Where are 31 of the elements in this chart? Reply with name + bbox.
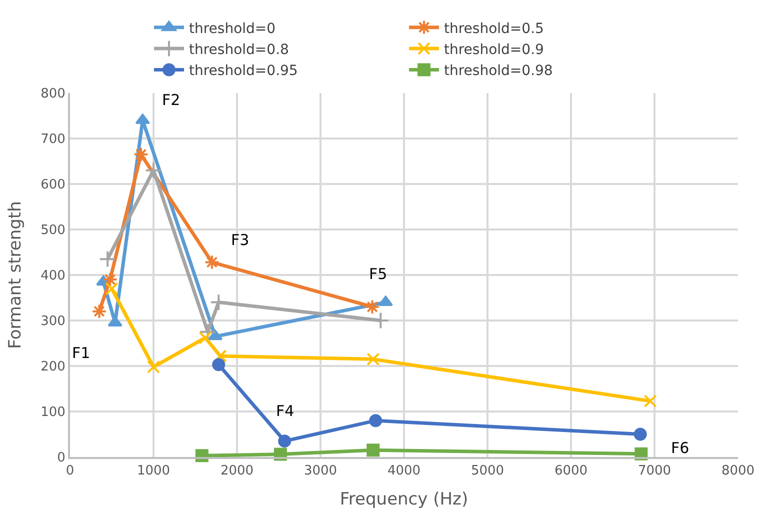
annotation: F2 [162,91,180,109]
x-tick-label: 2000 [220,464,254,479]
y-tick-label: 400 [40,268,66,284]
x-tick-label: 7000 [638,464,672,479]
x-tick-label: 4000 [387,464,421,479]
annotation: F5 [369,265,388,283]
y-tick-label: 700 [40,132,66,148]
x-axis-title: Frequency (Hz) [340,490,468,510]
legend-label: threshold=0.95 [189,63,298,80]
y-tick-label: 800 [40,86,66,102]
y-tick-label: 300 [40,314,66,330]
x-tick-label: 5000 [470,464,504,479]
legend-label: threshold=0.8 [189,42,289,58]
legend-label: threshold=0.98 [444,63,553,80]
annotation: F4 [276,402,294,420]
y-tick-label: 0 [57,450,66,466]
y-tick-label: 600 [40,178,66,193]
x-tick-label: 3000 [304,464,338,479]
y-tick-label: 500 [40,223,66,238]
y-tick-label: 200 [40,360,66,375]
y-axis-title: Formant strength [6,201,26,349]
annotation: F3 [231,231,250,249]
y-tick-label: 100 [40,405,66,420]
legend-label: threshold=0 [189,20,276,37]
x-tick-label: 1000 [136,464,170,479]
x-tick-label: 6000 [554,464,588,479]
annotation: F1 [72,344,90,362]
annotation: F6 [671,439,690,457]
legend-label: threshold=0.5 [444,20,544,37]
x-tick-label: 8000 [721,464,755,479]
legend-label: threshold=0.9 [444,42,544,58]
